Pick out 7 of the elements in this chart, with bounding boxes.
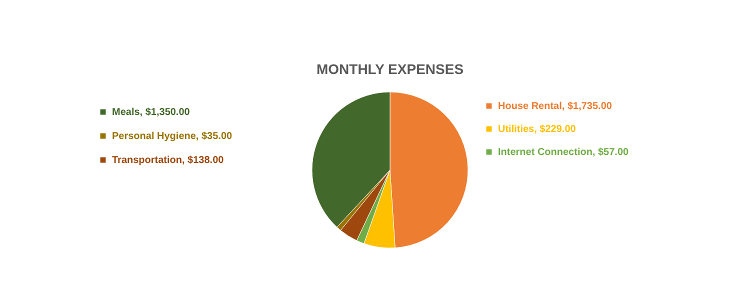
legend-label: Internet Connection, $57.00 <box>498 147 630 158</box>
legend-label: Meals, $1,350.00 <box>112 107 190 118</box>
legend-label: Utilities, $229.00 <box>498 124 576 135</box>
legend-label: Personal Hygiene, $35.00 <box>112 131 232 142</box>
chart-title: MONTHLY EXPENSES <box>316 61 464 77</box>
legend-label: House Rental, $1,735.00 <box>498 101 612 112</box>
legend-label: Transportation, $138.00 <box>112 155 224 166</box>
